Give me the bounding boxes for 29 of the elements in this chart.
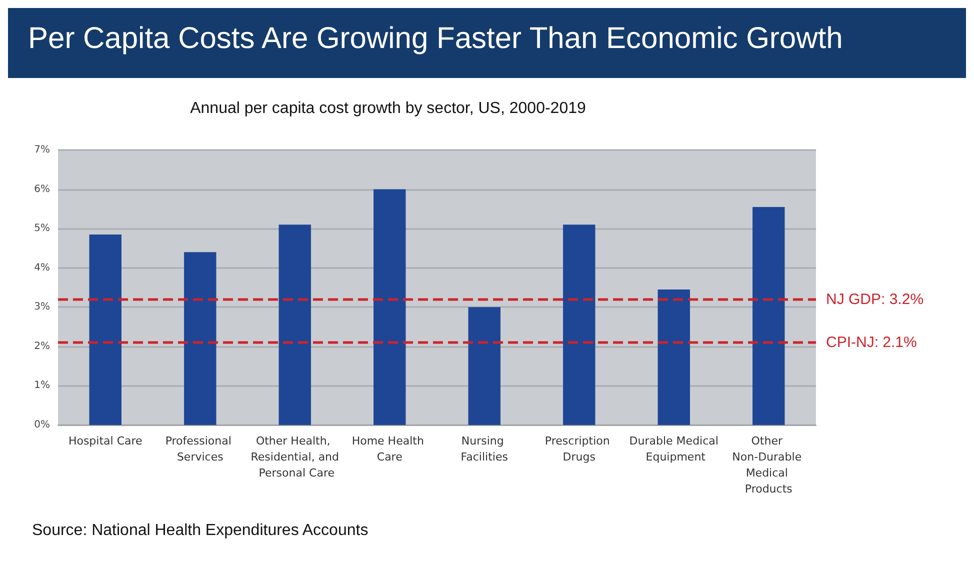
bar xyxy=(184,252,216,425)
x-tick-label: Hospital Care xyxy=(68,434,143,448)
bar xyxy=(658,289,690,425)
x-tick-label: Other Non-Durable Medical Products xyxy=(732,434,806,496)
x-tick-label: Other Health, Residential, and Personal Care xyxy=(250,434,340,480)
ref-line-label: CPI-NJ: 2.1% xyxy=(826,334,917,351)
ref-line-label: NJ GDP: 3.2% xyxy=(826,290,924,308)
x-tick-label: Prescription Drugs xyxy=(544,434,614,464)
y-tick-label: 1% xyxy=(34,380,50,392)
x-tick-label: Nursing Facilities xyxy=(460,434,508,464)
x-tick-label: Professional Services xyxy=(165,434,235,464)
chart-title: Per Capita Costs Are Growing Faster Than Economic Growth xyxy=(8,8,966,78)
bar xyxy=(374,189,406,425)
bar xyxy=(563,224,596,425)
bar xyxy=(468,307,500,425)
y-tick-label: 6% xyxy=(34,184,50,195)
source-note: Source: National Health Expenditures Accounts xyxy=(31,522,370,540)
y-tick-label: 3% xyxy=(34,302,50,313)
y-tick-label: 2% xyxy=(34,340,50,352)
y-tick-label: 4% xyxy=(34,262,50,274)
bar xyxy=(752,206,785,425)
chart-subtitle: Annual per capita cost growth by sector, US, 2000-2019 xyxy=(189,100,587,118)
bar xyxy=(89,234,122,425)
y-tick-label: 7% xyxy=(34,144,50,156)
y-tick-label: 0% xyxy=(34,420,50,430)
x-tick-label: Home Health Care xyxy=(352,434,428,464)
y-tick-label: 5% xyxy=(34,223,50,234)
bar xyxy=(278,224,311,425)
x-tick-label: Durable Medical Equipment xyxy=(629,434,718,464)
